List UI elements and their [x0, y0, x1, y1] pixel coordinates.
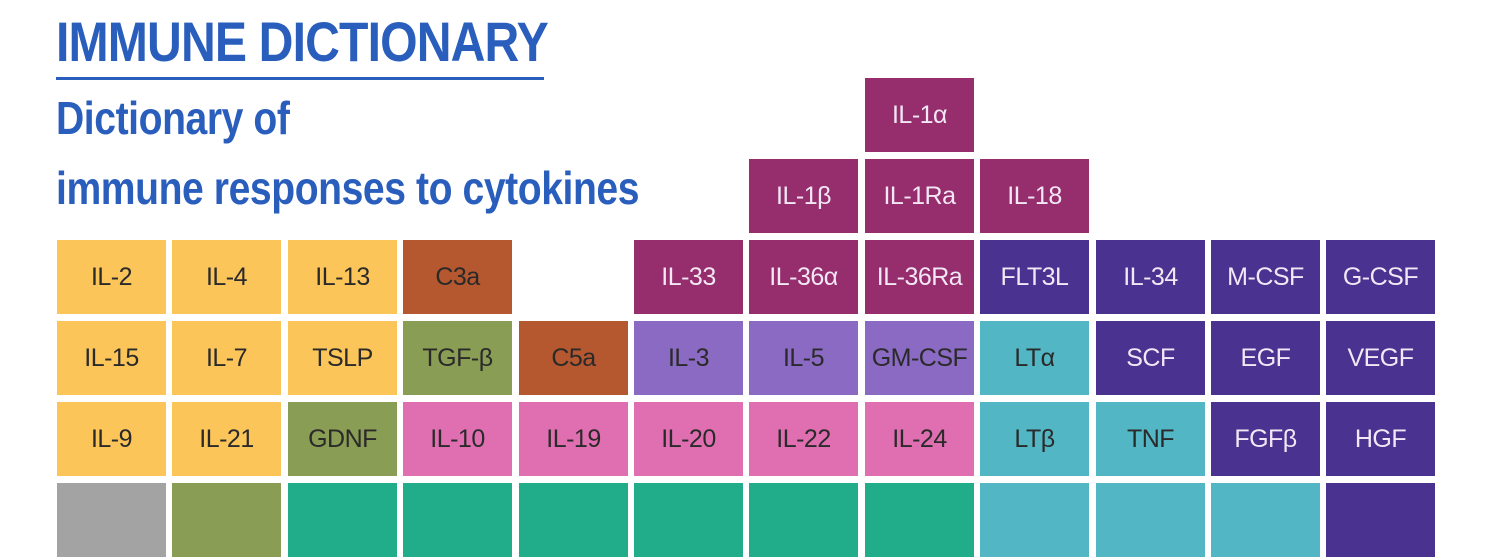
- cytokine-tile-partial-5-9: [1096, 483, 1205, 557]
- cytokine-tile-m-csf: M-CSF: [1211, 240, 1320, 314]
- cytokine-tile-il-20: IL-20: [634, 402, 743, 476]
- cytokine-tile-tnf: TNF: [1096, 402, 1205, 476]
- cytokine-tile-partial-5-8: [980, 483, 1089, 557]
- cytokine-tile-fgfβ: FGFβ: [1211, 402, 1320, 476]
- cytokine-tile-tslp: TSLP: [288, 321, 397, 395]
- cytokine-tile-partial-5-11: [1326, 483, 1435, 557]
- cytokine-tile-il-34: IL-34: [1096, 240, 1205, 314]
- title-underline: [56, 77, 544, 80]
- cytokine-tile-g-csf: G-CSF: [1326, 240, 1435, 314]
- cytokine-tile-gdnf: GDNF: [288, 402, 397, 476]
- cytokine-tile-il-3: IL-3: [634, 321, 743, 395]
- cytokine-tile-il-18: IL-18: [980, 159, 1089, 233]
- cytokine-tile-il-24: IL-24: [865, 402, 974, 476]
- cytokine-tile-partial-5-3: [403, 483, 512, 557]
- cytokine-tile-tgf-β: TGF-β: [403, 321, 512, 395]
- cytokine-tile-il-5: IL-5: [749, 321, 858, 395]
- cytokine-tile-il-22: IL-22: [749, 402, 858, 476]
- cytokine-tile-il-4: IL-4: [172, 240, 281, 314]
- cytokine-tile-il-1α: IL-1α: [865, 78, 974, 152]
- cytokine-tile-partial-5-4: [519, 483, 628, 557]
- subtitle-line-2: immune responses to cytokines: [56, 162, 640, 214]
- cytokine-tile-ltα: LTα: [980, 321, 1089, 395]
- cytokine-tile-il-2: IL-2: [57, 240, 166, 314]
- cytokine-tile-il-9: IL-9: [57, 402, 166, 476]
- cytokine-tile-partial-5-0: [57, 483, 166, 557]
- cytokine-tile-il-13: IL-13: [288, 240, 397, 314]
- cytokine-tile-vegf: VEGF: [1326, 321, 1435, 395]
- cytokine-tile-il-1β: IL-1β: [749, 159, 858, 233]
- cytokine-tile-il-10: IL-10: [403, 402, 512, 476]
- cytokine-tile-egf: EGF: [1211, 321, 1320, 395]
- cytokine-tile-c3a: C3a: [403, 240, 512, 314]
- cytokine-tile-il-15: IL-15: [57, 321, 166, 395]
- cytokine-tile-partial-5-7: [865, 483, 974, 557]
- cytokine-tile-il-36α: IL-36α: [749, 240, 858, 314]
- cytokine-tile-partial-5-1: [172, 483, 281, 557]
- cytokine-tile-partial-5-6: [749, 483, 858, 557]
- cytokine-tile-hgf: HGF: [1326, 402, 1435, 476]
- cytokine-tile-il-7: IL-7: [172, 321, 281, 395]
- cytokine-tile-il-33: IL-33: [634, 240, 743, 314]
- cytokine-tile-partial-5-2: [288, 483, 397, 557]
- cytokine-tile-scf: SCF: [1096, 321, 1205, 395]
- cytokine-tile-flt3l: FLT3L: [980, 240, 1089, 314]
- cytokine-tile-partial-5-5: [634, 483, 743, 557]
- cytokine-tile-partial-5-10: [1211, 483, 1320, 557]
- subtitle-line-1: Dictionary of: [56, 92, 290, 144]
- cytokine-grid: IL-1α IL-1β IL-1Ra IL-18 IL-2 IL-4 IL-13 C3a IL-…: [57, 78, 1435, 557]
- cytokine-tile-il-36ra: IL-36Ra: [865, 240, 974, 314]
- cytokine-tile-il-21: IL-21: [172, 402, 281, 476]
- cytokine-tile-c5a: C5a: [519, 321, 628, 395]
- cytokine-tile-il-19: IL-19: [519, 402, 628, 476]
- cytokine-tile-ltβ: LTβ: [980, 402, 1089, 476]
- cytokine-tile-il-1ra: IL-1Ra: [865, 159, 974, 233]
- cytokine-tile-gm-csf: GM-CSF: [865, 321, 974, 395]
- page-title: IMMUNE DICTIONARY: [56, 10, 549, 73]
